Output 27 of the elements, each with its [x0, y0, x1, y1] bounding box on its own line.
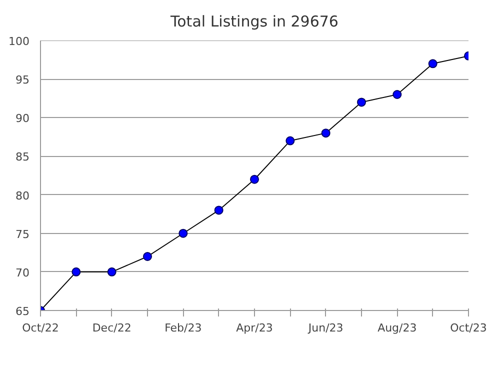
chart-title: Total Listings in 29676	[170, 12, 338, 30]
point	[143, 252, 152, 261]
point	[286, 136, 295, 146]
x-tick-label: Aug/23	[378, 322, 417, 334]
y-tick-label: 100	[8, 35, 30, 48]
y-tick-label: 85	[16, 150, 30, 164]
y-tick-label: 70	[16, 266, 30, 280]
point	[214, 206, 224, 215]
point	[178, 228, 188, 238]
point	[72, 267, 81, 276]
y-tick-label: 65	[16, 305, 30, 318]
point	[392, 90, 402, 99]
y-tick-label: 90	[16, 112, 30, 126]
y-tick-label: 80	[16, 189, 30, 202]
point	[250, 174, 259, 184]
x-tick-label: Apr/23	[236, 322, 273, 334]
y-tick-label: 95	[16, 74, 30, 87]
x-tick-label: Jun/23	[307, 322, 344, 334]
point	[428, 59, 438, 68]
x-tick-label: Feb/23	[164, 322, 202, 334]
x-tick-label: Oct/23	[450, 322, 487, 334]
y-tick-label: 75	[16, 228, 30, 241]
point	[107, 267, 116, 276]
x-tick-label: Dec/22	[92, 322, 132, 334]
point	[321, 128, 330, 138]
x-tick-label: Oct/22	[22, 322, 59, 334]
point	[357, 98, 366, 107]
